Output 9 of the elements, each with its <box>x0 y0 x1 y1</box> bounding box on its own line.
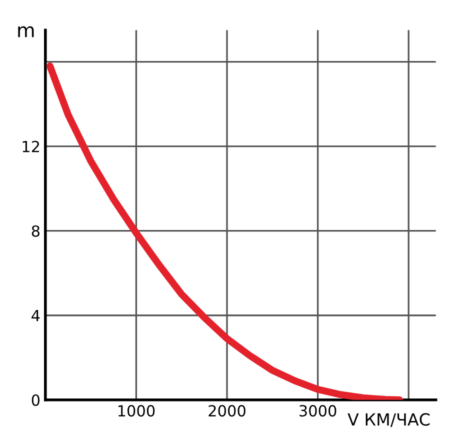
y-tick-label: 0 <box>32 394 40 406</box>
x-axis-title: V КМ/ЧАС <box>348 413 430 428</box>
y-axis-title: m <box>18 26 34 38</box>
x-tick-label: 3000 <box>300 405 336 417</box>
y-tick-label: 12 <box>22 140 40 152</box>
y-tick-label: 4 <box>32 310 40 322</box>
x-tick-label: 1000 <box>118 405 155 417</box>
y-tick-label: 8 <box>32 225 40 237</box>
x-tick-label: 2000 <box>208 405 246 417</box>
